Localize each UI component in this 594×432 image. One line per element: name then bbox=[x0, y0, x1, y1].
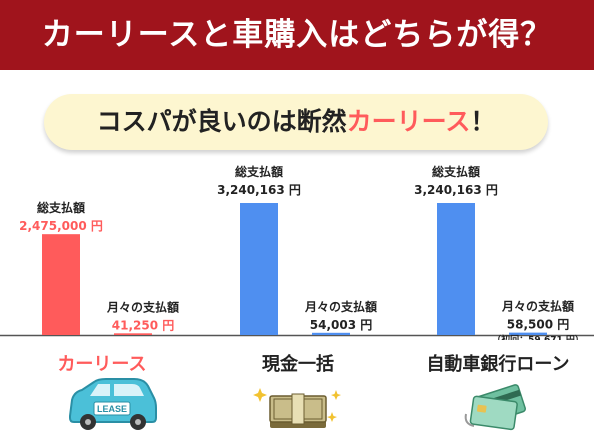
bar-monthly-1 bbox=[312, 332, 350, 335]
bar-monthly-2 bbox=[509, 332, 547, 335]
data-label: 3,240,163 円 bbox=[217, 183, 301, 197]
plan-label-loan: 自動車銀行ローン bbox=[426, 354, 570, 375]
plan-label-lease: カーリース bbox=[57, 354, 147, 375]
conclusion-callout: コスパが良いのは断然カーリース！ bbox=[44, 94, 548, 150]
series-name-label: 総支払額 bbox=[37, 200, 85, 215]
data-note: （初回：59,671 円） bbox=[492, 334, 584, 340]
callout-accent: カーリース bbox=[346, 107, 471, 136]
lease-badge-text: LEASE bbox=[97, 404, 127, 414]
data-label: 41,250 円 bbox=[112, 318, 175, 332]
data-label: 2,475,000 円 bbox=[19, 219, 103, 233]
series-name-label: 月々の支払額 bbox=[501, 299, 574, 314]
plan-label-cash: 現金一括 bbox=[262, 354, 334, 375]
series-name-label: 総支払額 bbox=[235, 164, 283, 179]
series-name-label: 月々の支払額 bbox=[106, 299, 179, 314]
data-label: 3,240,163 円 bbox=[414, 183, 498, 197]
lease-car-icon: LEASE bbox=[69, 378, 157, 430]
bar-total-1 bbox=[240, 203, 278, 335]
callout-suffix: ！ bbox=[470, 107, 496, 136]
series-name-label: 月々の支払額 bbox=[304, 299, 377, 314]
bar-monthly-0 bbox=[114, 333, 152, 335]
page-title: カーリースと車購入はどちらが得？ bbox=[41, 17, 553, 53]
data-label: 58,500 円 bbox=[507, 318, 570, 332]
bar-total-2 bbox=[437, 203, 475, 335]
data-label: 54,003 円 bbox=[310, 318, 373, 332]
callout-prefix: コスパが良いのは断然 bbox=[96, 107, 347, 136]
series-name-label: 総支払額 bbox=[432, 164, 480, 179]
credit-card-icon bbox=[464, 384, 526, 431]
bar-total-0 bbox=[42, 234, 80, 335]
header-banner: カーリースと車購入はどちらが得？ bbox=[0, 0, 594, 70]
money-bundle-icon bbox=[253, 388, 341, 428]
